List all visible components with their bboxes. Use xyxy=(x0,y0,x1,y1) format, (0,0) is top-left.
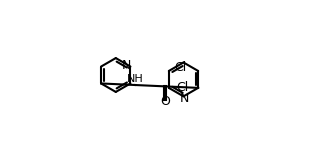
Text: Cl: Cl xyxy=(176,81,188,94)
Text: N: N xyxy=(180,92,189,105)
Text: N: N xyxy=(122,58,132,72)
Text: NH: NH xyxy=(127,74,143,84)
Text: O: O xyxy=(160,95,170,108)
Text: Cl: Cl xyxy=(175,61,187,74)
